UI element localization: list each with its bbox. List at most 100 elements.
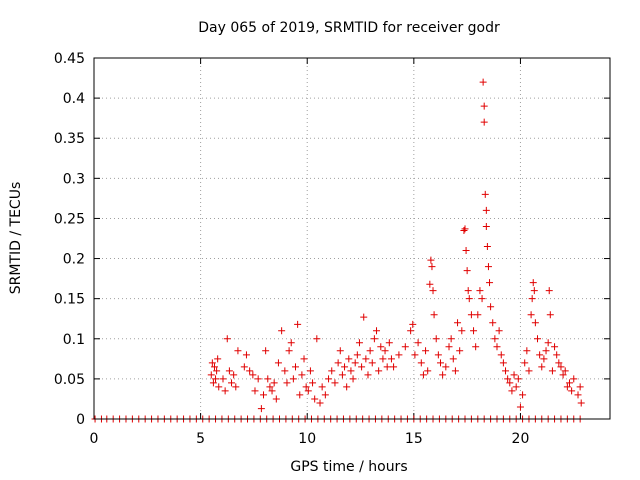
data-point [212,375,220,383]
axis-ticks: 0 0.05 0.1 0.15 0.2 0.25 0.3 0.35 0.4 0.45 0 5 10 15 2… [54,51,610,447]
data-point [318,383,326,391]
data-point [281,367,289,375]
data-point [213,367,221,375]
data-point [338,371,346,379]
data-point [390,363,398,371]
y-tick-label: 0.05 [54,372,85,388]
y-tick-label: 0.45 [54,51,85,67]
data-point [504,375,512,383]
data-point [409,320,417,328]
data-point [576,383,584,391]
y-tick-label: 0.2 [63,252,85,268]
data-point [531,319,539,327]
data-point [219,375,227,383]
data-point [336,347,344,355]
data-point [242,351,250,359]
data-point [430,311,438,319]
x-tick-label: 15 [405,431,423,447]
data-point [351,359,359,367]
data-point [266,383,274,391]
data-point [451,367,459,375]
data-point [432,335,440,343]
data-point [419,371,427,379]
data-point [462,247,470,255]
data-point [225,367,233,375]
data-point [480,118,488,126]
data-point [309,379,317,387]
data-point [262,347,270,355]
data-point [565,379,573,387]
x-tick-label: 5 [196,431,205,447]
data-point [364,371,372,379]
data-point [493,343,501,351]
plot-frame [93,57,611,420]
data-point [424,367,432,375]
data-point [502,367,510,375]
data-point [325,375,333,383]
data-point [328,367,336,375]
data-point [481,190,489,198]
data-point [546,311,554,319]
data-point [401,343,409,351]
data-point [234,347,242,355]
data-point [426,280,434,288]
data-point [486,279,494,287]
data-point [461,225,469,233]
data-point [331,379,339,387]
data-point [366,347,374,355]
data-point [568,387,576,395]
data-point [479,78,487,86]
data-point [439,371,447,379]
data-point [574,391,582,399]
data-point [221,387,229,395]
data-point [422,347,430,355]
data-point [345,355,353,363]
y-axis-label: SRMTID / TECUs [8,182,24,295]
data-point [536,351,544,359]
data-point [379,355,387,363]
data-point [514,375,522,383]
y-tick-label: 0.1 [63,332,85,348]
data-point [534,335,542,343]
data-point [232,383,240,391]
data-point [373,327,381,335]
data-point [428,263,436,271]
data-point [257,405,265,413]
data-point [489,319,497,327]
data-point [463,267,471,275]
data-point [341,363,349,371]
data-point [283,379,291,387]
y-tick-label: 0 [76,412,85,428]
data-point [294,320,302,328]
data-point [249,371,257,379]
data-point [228,379,236,387]
data-point [456,347,464,355]
data-point [387,355,395,363]
data-point [355,339,363,347]
data-point [559,371,567,379]
data-point [561,367,569,375]
data-point [251,387,259,395]
data-point [254,375,262,383]
x-tick-label: 10 [298,431,316,447]
y-tick-label: 0.3 [63,171,85,187]
data-point [442,363,450,371]
data-point [268,387,276,395]
data-point [519,391,527,399]
data-point [544,339,552,347]
data-point [484,263,492,271]
data-point [482,206,490,214]
data-point [482,222,490,230]
data-point [563,383,571,391]
data-point [395,351,403,359]
data-point [246,367,254,375]
data-point [548,367,556,375]
data-point [207,371,215,379]
y-tick-label: 0.4 [63,91,85,107]
x-axis-label: GPS time / hours [290,459,407,475]
data-point [530,287,538,295]
data-point [270,379,278,387]
data-point [407,327,415,335]
y-tick-label: 0.35 [54,131,85,147]
